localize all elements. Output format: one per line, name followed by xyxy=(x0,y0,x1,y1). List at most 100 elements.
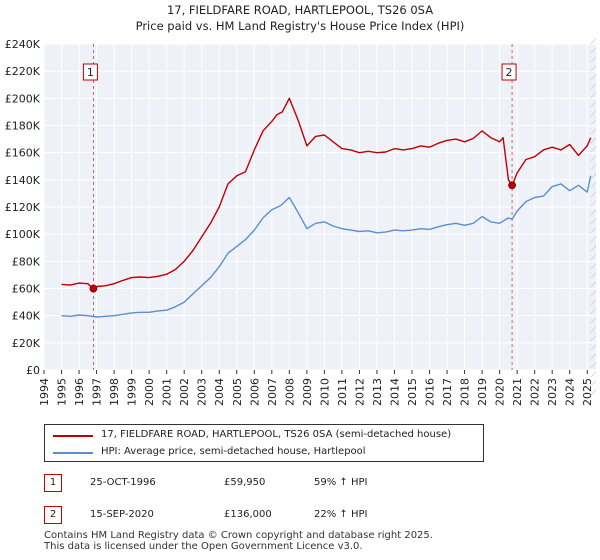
y-tick-label: £80K xyxy=(12,255,41,268)
x-tick-label: 1997 xyxy=(91,378,104,406)
x-tick-label: 2004 xyxy=(213,378,226,406)
x-tick-label: 2024 xyxy=(564,378,577,406)
x-tick-label: 2001 xyxy=(161,378,174,406)
hatch-line xyxy=(590,263,597,270)
hatch-line xyxy=(590,227,597,234)
hatch-line xyxy=(590,344,597,351)
sale-point xyxy=(508,181,516,190)
x-tick-label: 2012 xyxy=(353,378,366,406)
hatch-line xyxy=(590,146,597,153)
sale-hpi-diff: 59% ↑ HPI xyxy=(314,477,368,488)
y-tick-label: £100K xyxy=(5,228,41,241)
footer: Contains HM Land Registry data © Crown c… xyxy=(44,530,433,552)
y-tick-label: £220K xyxy=(5,65,41,78)
hatch-line xyxy=(590,155,597,162)
hatch-line xyxy=(590,281,597,288)
x-tick-label: 1995 xyxy=(56,378,69,406)
chart-title: 17, FIELDFARE ROAD, HARTLEPOOL, TS26 0SA xyxy=(167,3,433,17)
hatch-line xyxy=(590,56,597,63)
sale-date: 25-OCT-1996 xyxy=(90,477,156,488)
x-tick-label: 2022 xyxy=(529,378,542,406)
sale-price: £59,950 xyxy=(224,477,266,488)
sale-label-box xyxy=(501,63,517,81)
sale-hpi-diff: 22% ↑ HPI xyxy=(314,509,368,520)
future-hatch xyxy=(590,38,597,396)
x-tick-label: 2021 xyxy=(511,378,524,406)
x-tick-label: 2023 xyxy=(546,378,559,406)
table-row: 2 15-SEP-2020 £136,000 22% ↑ HPI xyxy=(44,506,464,526)
legend-label-hpi: HPI: Average price, semi-detached house,… xyxy=(101,446,366,457)
grid xyxy=(43,43,596,371)
chart-subtitle: Price paid vs. HM Land Registry's House … xyxy=(136,19,465,33)
hatch-line xyxy=(590,182,597,189)
x-tick-label: 2008 xyxy=(283,378,296,406)
hatch-line xyxy=(590,191,597,198)
series-line-hpi xyxy=(61,175,592,318)
hatch-line xyxy=(590,254,597,261)
x-tick-label: 1999 xyxy=(126,378,139,406)
hatch-line xyxy=(590,299,597,306)
hatch-line xyxy=(590,380,597,387)
y-axis: £0 £20K £40K £60K £80K £100K £120K £140K £160K £1… xyxy=(5,38,41,377)
y-tick-label: £40K xyxy=(12,310,41,323)
hatch-line xyxy=(590,92,597,99)
hatch-line xyxy=(590,173,597,180)
hatch-line xyxy=(590,47,597,54)
x-tick-label: 2002 xyxy=(178,378,191,406)
hatch-line xyxy=(590,353,597,360)
x-tick-label: 2005 xyxy=(231,378,244,406)
hatch-line xyxy=(590,164,597,171)
hatch-line xyxy=(590,389,597,396)
sale-number: 2 xyxy=(44,506,62,524)
x-tick-label: 1994 xyxy=(38,378,51,406)
hatch-line xyxy=(590,128,597,135)
y-tick-label: £0 xyxy=(26,364,40,377)
sale-point xyxy=(89,284,98,293)
sale-label: 2 xyxy=(506,66,513,79)
y-tick-label: £240K xyxy=(5,38,41,51)
footer-line-2: This data is licensed under the Open Gov… xyxy=(44,541,363,552)
y-tick-label: £200K xyxy=(5,92,41,105)
x-tick-label: 2013 xyxy=(371,378,384,406)
hatch-line xyxy=(590,101,597,108)
hatch-line xyxy=(590,74,597,81)
x-tick-label: 2016 xyxy=(424,378,437,406)
x-tick-label: 2006 xyxy=(248,378,261,406)
sale-points xyxy=(89,181,516,293)
y-tick-label: £160K xyxy=(5,147,41,160)
x-tick-label: 2017 xyxy=(441,378,454,406)
sale-number: 1 xyxy=(44,474,62,492)
hatch-line xyxy=(590,110,597,117)
hatch-line xyxy=(590,272,597,279)
legend-swatch-hpi xyxy=(53,452,93,454)
x-tick-label: 2020 xyxy=(494,378,507,406)
x-tick-label: 2007 xyxy=(266,378,279,406)
hatch-line xyxy=(590,290,597,297)
legend-item-hpi: HPI: Average price, semi-detached house,… xyxy=(45,444,483,462)
hatch-line xyxy=(590,362,597,369)
hatch-line xyxy=(590,371,597,378)
x-tick-label: 2009 xyxy=(301,378,314,406)
sale-date: 15-SEP-2020 xyxy=(90,509,154,520)
legend: 17, FIELDFARE ROAD, HARTLEPOOL, TS26 0SA… xyxy=(44,424,484,462)
price-chart: 17, FIELDFARE ROAD, HARTLEPOOL, TS26 0SA… xyxy=(5,3,597,406)
series-line-property xyxy=(61,97,592,290)
hatch-line xyxy=(590,65,597,72)
hatch-line xyxy=(590,245,597,252)
x-tick-label: 2015 xyxy=(406,378,419,406)
hatch-line xyxy=(590,38,597,45)
hatch-line xyxy=(590,308,597,315)
y-tick-label: £20K xyxy=(12,337,41,350)
hatch-line xyxy=(590,119,597,126)
hatch-line xyxy=(590,83,597,90)
legend-item-property: 17, FIELDFARE ROAD, HARTLEPOOL, TS26 0SA… xyxy=(45,427,483,445)
x-tick-label: 2000 xyxy=(143,378,156,406)
hatch-line xyxy=(590,236,597,243)
x-tick-label: 2010 xyxy=(318,378,331,406)
x-tick-label: 1998 xyxy=(108,378,121,406)
y-tick-label: £180K xyxy=(5,120,41,133)
sale-label: 1 xyxy=(87,66,94,79)
hatch-line xyxy=(590,326,597,333)
footer-line-1: Contains HM Land Registry data © Crown c… xyxy=(44,530,433,541)
